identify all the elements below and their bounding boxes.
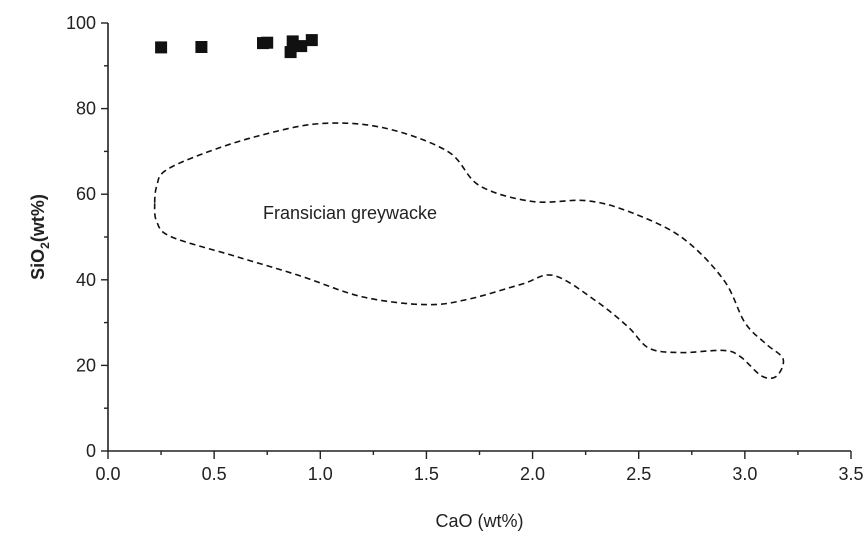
data-point xyxy=(284,46,297,59)
data-point xyxy=(155,41,168,54)
x-tick-label: 0.0 xyxy=(95,464,120,484)
x-tick-label: 3.0 xyxy=(732,464,757,484)
x-tick-label: 2.0 xyxy=(520,464,545,484)
y-axis-label: SiO2(wt%) xyxy=(28,194,52,280)
x-tick-label: 2.5 xyxy=(626,464,651,484)
data-point xyxy=(295,40,308,53)
x-tick-label: 1.5 xyxy=(414,464,439,484)
y-tick-label: 0 xyxy=(86,441,96,461)
y-axis-label-subscript: 2 xyxy=(38,242,52,249)
data-points xyxy=(155,34,318,59)
x-axis-label: CaO (wt%) xyxy=(435,511,523,531)
data-point xyxy=(305,34,318,47)
y-tick-label: 100 xyxy=(66,13,96,33)
y-axis-ticks: 0 20 40 60 80 100 xyxy=(66,13,108,461)
x-axis-ticks: 0.0 0.5 1.0 1.5 2.0 2.5 3.0 3.5 xyxy=(95,451,864,484)
y-tick-label: 40 xyxy=(76,270,96,290)
x-tick-label: 0.5 xyxy=(202,464,227,484)
region-label: Fransician greywacke xyxy=(263,203,437,223)
data-point xyxy=(195,41,208,53)
data-point xyxy=(261,36,274,49)
plot-region xyxy=(153,122,785,380)
fransician-greywacke-field xyxy=(153,122,785,380)
x-tick-label: 1.0 xyxy=(308,464,333,484)
y-axis-label-main: SiO xyxy=(28,249,48,280)
x-tick-label: 3.5 xyxy=(838,464,863,484)
axes: 0.0 0.5 1.0 1.5 2.0 2.5 3.0 3.5 0 20 40 60 80 100 xyxy=(66,13,864,484)
y-axis-label-unit: (wt%) xyxy=(28,194,48,242)
y-tick-label: 80 xyxy=(76,99,96,119)
y-tick-label: 20 xyxy=(76,355,96,375)
y-tick-label: 60 xyxy=(76,184,96,204)
